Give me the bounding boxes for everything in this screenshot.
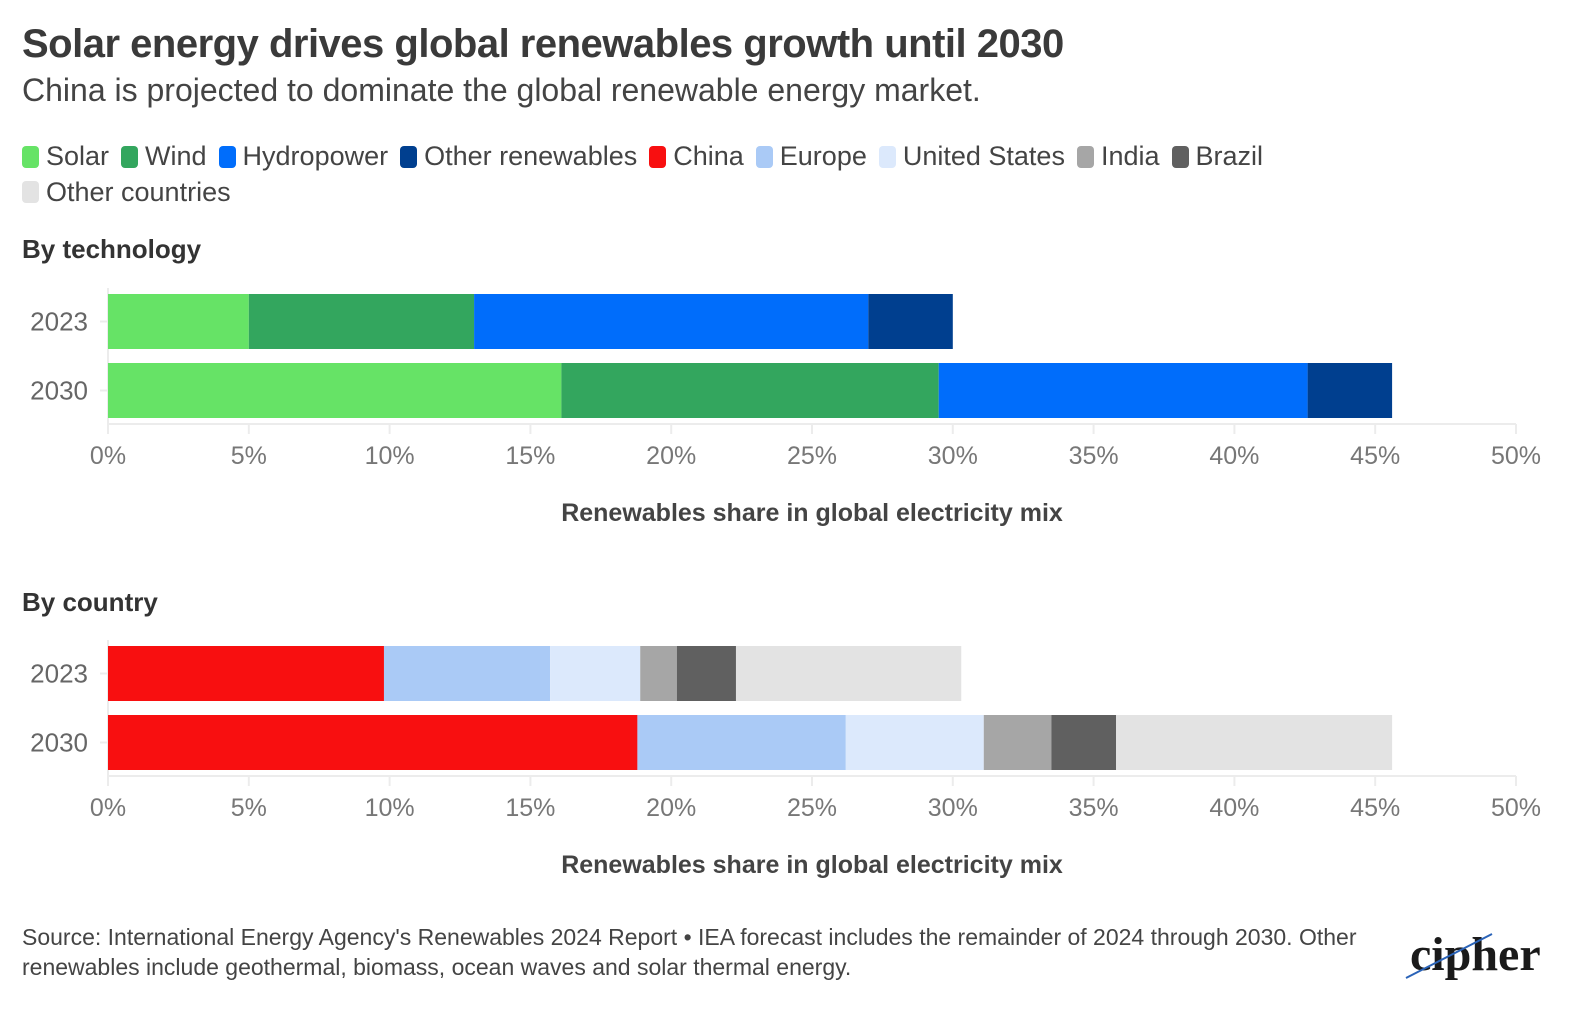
chart-subtitle: China is projected to dominate the globa…	[22, 72, 981, 108]
category-label: 2023	[30, 307, 88, 337]
legend-item-wind: Wind	[121, 140, 207, 173]
legend-label: Other countries	[46, 176, 231, 207]
bar-segment-wind-2030	[561, 363, 939, 418]
x-tick-label: 10%	[365, 442, 415, 470]
x-tick-label: 0%	[90, 442, 126, 470]
bar-segment-solar-2023	[108, 294, 249, 349]
legend-label: Solar	[46, 141, 110, 171]
x-axis-title: Renewables share in global electricity m…	[561, 499, 1063, 527]
x-tick-label: 15%	[505, 794, 555, 822]
cipher-logo: cipher	[1405, 928, 1541, 981]
bar-segment-india-2023	[640, 646, 677, 701]
bar-segment-hydropower-2030	[938, 363, 1308, 418]
bar-segment-other-renewables-2030	[1307, 363, 1393, 418]
bar-segment-wind-2023	[248, 294, 475, 349]
x-tick-label: 30%	[928, 442, 978, 470]
bar-segment-brazil-2030	[1051, 715, 1117, 770]
x-tick-label: 45%	[1350, 442, 1400, 470]
bar-segment-china-2030	[108, 715, 638, 770]
legend-label: Europe	[779, 141, 867, 171]
legend-swatch	[755, 145, 773, 168]
legend-label: India	[1100, 141, 1160, 171]
category-label: 2030	[30, 376, 88, 406]
bar-segment-brazil-2023	[676, 646, 736, 701]
legend-label: China	[673, 141, 744, 171]
legend-item-europe: Europe	[755, 140, 867, 173]
x-tick-label: 20%	[646, 794, 696, 822]
x-tick-label: 15%	[505, 442, 555, 470]
legend-item-hydropower: Hydropower	[218, 140, 389, 173]
x-tick-label: 45%	[1350, 794, 1400, 822]
x-tick-label: 30%	[928, 794, 978, 822]
section-title-country: By country	[22, 587, 158, 617]
bar-segment-india-2030	[983, 715, 1052, 770]
legend-swatch	[218, 145, 236, 168]
bar-segment-solar-2030	[108, 363, 562, 418]
legend-swatch	[22, 145, 39, 168]
legend-swatch	[22, 181, 39, 203]
legend-swatch	[121, 145, 139, 168]
bar-segment-europe-2023	[383, 646, 551, 701]
x-axis-title: Renewables share in global electricity m…	[561, 851, 1063, 879]
legend-label: United States	[902, 141, 1065, 171]
chart-by-country: 2023 2030 0% 5% 10% 15% 20% 25% 30% 35% 40% 45% 50% R…	[30, 640, 1541, 879]
category-label: 2023	[30, 659, 88, 689]
x-tick-label: 20%	[646, 442, 696, 470]
logo-slash	[1405, 933, 1493, 979]
section-title-technology: By technology	[22, 234, 202, 264]
x-tick-label: 25%	[787, 794, 837, 822]
legend-item-united-states: United States	[878, 140, 1065, 173]
legend-label: Hydropower	[242, 141, 389, 171]
x-tick-label: 50%	[1491, 794, 1541, 822]
x-tick-label: 0%	[90, 794, 126, 822]
bar-segment-china-2023	[108, 646, 384, 701]
legend-swatch	[649, 145, 667, 168]
legend-label: Brazil	[1195, 141, 1264, 171]
x-tick-label: 40%	[1209, 442, 1259, 470]
x-tick-label: 25%	[787, 442, 837, 470]
bar-segment-united-states-2030	[845, 715, 984, 770]
x-tick-label: 50%	[1491, 442, 1541, 470]
bar-segment-other-countries-2023	[735, 646, 962, 701]
chart-title: Solar energy drives global renewables gr…	[22, 22, 1064, 66]
bar-segment-united-states-2023	[550, 646, 641, 701]
bar-segment-other-countries-2030	[1116, 715, 1393, 770]
legend-item-other-renewables: Other renewables	[400, 140, 637, 173]
legend-swatch	[1076, 145, 1094, 168]
x-tick-label: 35%	[1069, 794, 1119, 822]
chart-by-technology: 2023 2030 0% 5% 10% 15% 20% 25% 30% 35% 40% 45% 50% R…	[30, 288, 1541, 527]
x-tick-label: 5%	[231, 442, 267, 470]
legend-item-india: India	[1076, 140, 1160, 173]
bar-segment-hydropower-2023	[474, 294, 869, 349]
legend-item-other-countries: Other countries	[22, 176, 231, 209]
logo-text: cipher	[1410, 928, 1541, 981]
category-label: 2030	[30, 728, 88, 758]
source-footnote: Source: International Energy Agency's Re…	[22, 924, 1357, 980]
legend: Solar Wind Hydropower Other renewables China…	[22, 140, 1442, 211]
bar-segment-europe-2030	[637, 715, 846, 770]
legend-item-solar: Solar	[22, 140, 109, 173]
legend-swatch	[400, 145, 418, 168]
x-tick-label: 40%	[1209, 794, 1259, 822]
legend-label: Wind	[145, 141, 207, 171]
x-tick-label: 35%	[1069, 442, 1119, 470]
legend-swatch	[878, 145, 896, 168]
x-tick-label: 5%	[231, 794, 267, 822]
bar-segment-other-renewables-2023	[868, 294, 953, 349]
legend-swatch	[1171, 145, 1189, 168]
legend-item-brazil: Brazil	[1171, 140, 1264, 173]
x-tick-label: 10%	[365, 794, 415, 822]
legend-label: Other renewables	[424, 141, 638, 171]
legend-item-china: China	[649, 140, 744, 173]
